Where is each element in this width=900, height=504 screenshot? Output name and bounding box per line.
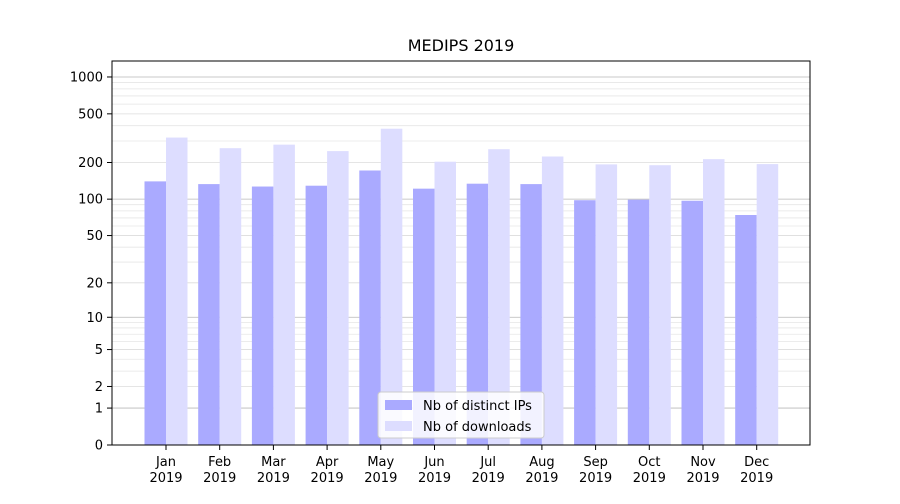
legend-label: Nb of distinct IPs [423,399,532,414]
x-tick-label-year: 2019 [364,471,397,486]
y-tick-label: 1000 [70,70,103,85]
x-tick-label-month: May [367,455,394,470]
y-tick-label: 1 [95,402,103,417]
x-tick-label-year: 2019 [472,471,505,486]
x-tick-label-month: Sep [583,455,608,470]
y-tick-label: 50 [86,229,103,244]
chart-title: MEDIPS 2019 [408,36,515,55]
y-tick-label: 10 [86,311,103,326]
bar-distinct-ips [251,186,274,445]
x-tick-label-year: 2019 [740,471,773,486]
x-tick-label-month: Apr [316,455,339,470]
plot-frame [111,60,811,446]
y-tick-label: 2 [95,380,103,395]
bar-downloads [595,164,618,446]
bar-distinct-ips [198,184,220,446]
bar-distinct-ips [305,185,328,445]
x-tick-label-year: 2019 [579,471,612,486]
bar-distinct-ips [574,200,596,445]
y-tick-label: 20 [86,276,103,291]
x-tick-label-year: 2019 [633,471,666,486]
legend-swatch [385,421,412,431]
bar-downloads [488,149,510,445]
legend-label: Nb of downloads [423,420,532,435]
bar-downloads [219,148,242,445]
x-tick-label-month: Jan [155,455,176,470]
x-tick-label-year: 2019 [686,471,719,486]
x-tick-label-year: 2019 [418,471,451,486]
x-tick-label-month: Jul [479,455,496,470]
x-tick-label-year: 2019 [203,471,236,486]
legend: Nb of distinct IPs Nb of downloads [377,391,545,439]
bar-downloads [541,156,564,445]
x-tick-label-year: 2019 [311,471,344,486]
bar-downloads [434,161,456,445]
bar-downloads [327,151,349,446]
bar-distinct-ips [735,215,757,445]
x-tick-label-month: Dec [744,455,769,470]
x-tick-label-month: Oct [638,455,660,470]
x-tick-label-month: Mar [261,455,286,470]
bar-distinct-ips [681,200,703,445]
axes: Jan2019Feb2019Mar2019Apr2019May2019Jun20… [70,60,811,486]
bar-downloads [273,144,295,445]
x-tick-label-year: 2019 [257,471,290,486]
x-tick-label-month: Aug [529,455,554,470]
x-tick-label-month: Feb [208,455,231,470]
legend-box [377,391,545,439]
bar-distinct-ips [466,183,489,446]
bar-distinct-ips [413,188,435,445]
bar-downloads [703,159,725,445]
legend-swatch [385,400,412,410]
x-tick-label-month: Nov [690,455,716,470]
bar-distinct-ips [359,170,381,445]
x-tick-label-month: Jun [423,455,444,470]
x-tick-label-year: 2019 [525,471,558,486]
bar-downloads [649,165,671,445]
bar-downloads [380,128,403,445]
y-tick-label: 200 [78,156,103,171]
bar-distinct-ips [627,199,650,445]
bar-distinct-ips [144,181,166,445]
bar-downloads [166,137,188,445]
x-tick-label-year: 2019 [149,471,182,486]
y-tick-label: 500 [78,107,103,122]
bars [144,128,779,446]
y-tick-label: 0 [95,439,103,454]
bar-downloads [756,164,779,445]
y-tick-label: 100 [78,193,103,208]
y-tick-label: 5 [95,343,103,358]
bar-distinct-ips [520,184,542,446]
